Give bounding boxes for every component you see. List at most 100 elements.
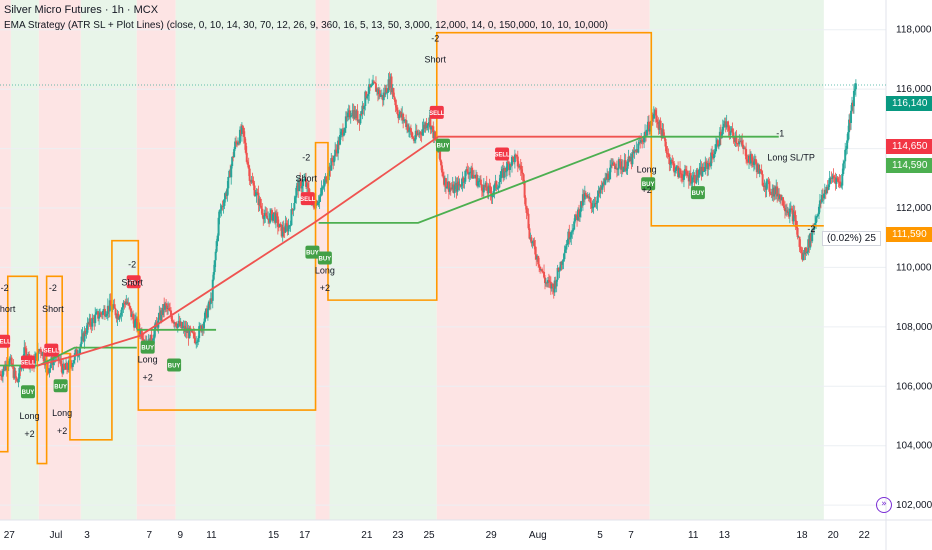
zone-short: [136, 0, 176, 520]
candle-body: [390, 76, 393, 93]
candle-body: [757, 164, 760, 174]
candle-body: [253, 185, 256, 196]
candle-body: [729, 131, 732, 135]
candle-body: [593, 202, 596, 207]
candle-body: [691, 177, 694, 183]
candle-body: [130, 308, 133, 317]
candle-body: [785, 210, 788, 213]
candle-body: [219, 209, 222, 211]
candle-body: [67, 360, 70, 370]
candle-body: [119, 315, 122, 317]
candle-body: [682, 174, 685, 180]
signal-text: SELL: [20, 361, 36, 367]
candle-body: [342, 132, 345, 136]
candle-body: [805, 248, 808, 254]
zone-short: [0, 0, 11, 520]
candle-body: [675, 166, 678, 172]
candle-body: [181, 326, 184, 329]
candle-body: [121, 307, 124, 310]
candle-body: [274, 213, 277, 223]
candle-body: [356, 110, 359, 122]
candle-body: [84, 330, 87, 334]
signal-badge: [140, 340, 155, 354]
candle-body: [440, 160, 443, 166]
candle-body: [364, 91, 367, 107]
sell-signal: SELL: [126, 275, 142, 289]
candle-body: [378, 90, 381, 97]
candle-body: [544, 277, 547, 284]
candle-body: [306, 183, 309, 189]
candle-body: [485, 182, 488, 191]
zone-long: [329, 0, 437, 520]
candle-body: [453, 185, 456, 193]
candle-body: [396, 107, 399, 114]
candle-body: [128, 302, 131, 307]
candle-body: [211, 279, 214, 301]
candle-body: [69, 360, 72, 365]
candle-body: [479, 179, 482, 185]
candle-body: [596, 196, 599, 204]
candle-body: [738, 141, 741, 145]
candle-body: [846, 140, 849, 149]
candle-body: [608, 179, 611, 181]
candle-body: [216, 235, 219, 242]
candle-body: [98, 316, 101, 319]
candle-body: [235, 141, 238, 143]
candle-body: [669, 163, 672, 165]
trade-annotation: -1: [776, 129, 784, 139]
candle-body: [806, 251, 809, 254]
candle-body: [15, 377, 18, 380]
candle-body: [405, 119, 408, 128]
candle-body: [590, 203, 593, 209]
candle-body: [746, 159, 749, 162]
candle-body: [622, 167, 625, 172]
candle-body: [850, 102, 853, 111]
candle-body: [261, 208, 264, 216]
candle-body: [655, 115, 658, 122]
zone-long: [80, 0, 137, 520]
candle-body: [578, 211, 581, 217]
candle-body: [557, 267, 560, 271]
candle-body: [742, 144, 745, 149]
candle-body: [516, 156, 519, 167]
candle-body: [283, 231, 286, 233]
candle-body: [203, 321, 206, 329]
candle-body: [197, 338, 200, 342]
candle-body: [411, 137, 414, 139]
sell-signal: SELL: [429, 105, 445, 119]
candle-body: [711, 152, 714, 156]
zone-short: [436, 0, 650, 520]
candle-body: [108, 300, 111, 312]
x-tick-label: 9: [178, 530, 184, 541]
candle-body: [611, 164, 614, 166]
candle-body: [527, 213, 530, 229]
candle-body: [488, 185, 491, 188]
candle-body: [349, 116, 352, 118]
candle-body: [718, 131, 721, 146]
candle-body: [782, 205, 785, 208]
candle-body: [817, 206, 820, 215]
candle-body: [827, 184, 830, 190]
candle-body: [368, 84, 371, 94]
candle-body: [80, 336, 83, 345]
candle-body: [612, 162, 615, 166]
candle-body: [366, 96, 369, 99]
candle-body: [382, 92, 385, 101]
signal-badge: [167, 358, 182, 372]
candle-body: [794, 215, 797, 228]
y-tick-label: 104,000: [896, 441, 932, 452]
entry-price-tag: 114,590: [886, 158, 932, 173]
candle-body: [717, 145, 720, 147]
candle-body: [385, 88, 388, 94]
candle-body: [165, 303, 168, 306]
candle-body: [227, 176, 230, 189]
candle-body: [604, 177, 607, 185]
go-to-realtime-icon[interactable]: »: [876, 497, 892, 513]
candle-body: [348, 110, 351, 118]
candle-body: [456, 181, 459, 192]
signal-text: BUY: [692, 191, 705, 197]
y-tick-label: 118,000: [896, 25, 932, 36]
candle-body: [447, 181, 450, 192]
trade-annotation: -2: [49, 283, 57, 293]
